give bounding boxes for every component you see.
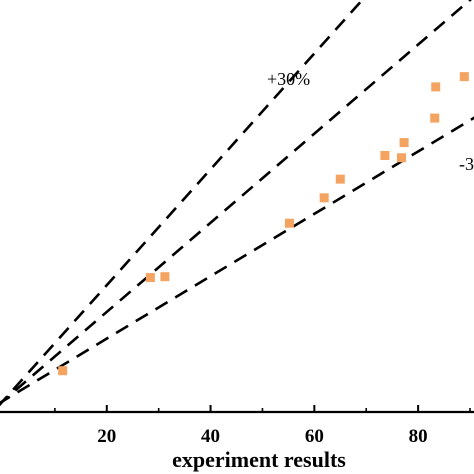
data-point-2 — [145, 273, 155, 283]
x-axis-label: experiment results — [172, 447, 346, 472]
reference-line-3 — [0, 116, 474, 405]
reference-line-label-1: +30% — [267, 69, 310, 89]
x-axis-ticks: 20 40 60 80 — [54, 405, 471, 447]
data-points — [58, 72, 469, 376]
line-annotations: +30% -3 — [267, 69, 474, 174]
data-point-6 — [335, 174, 345, 184]
reference-lines — [0, 0, 474, 407]
x-tick-label: 60 — [305, 426, 324, 447]
data-point-8 — [397, 153, 407, 163]
data-point-5 — [319, 193, 329, 203]
reference-line-1 — [0, 0, 364, 407]
reference-line-2 — [0, 0, 472, 406]
data-point-3 — [160, 272, 170, 282]
data-point-1 — [58, 366, 68, 376]
data-point-10 — [430, 113, 440, 123]
x-tick-label: 40 — [201, 426, 220, 447]
x-tick-label: 80 — [409, 426, 428, 447]
reference-line-label-3: -3 — [459, 154, 474, 174]
data-point-9 — [399, 138, 409, 148]
data-point-4 — [284, 218, 294, 228]
data-point-12 — [459, 72, 469, 82]
x-tick-label: 20 — [97, 426, 116, 447]
data-point-7 — [380, 150, 390, 160]
data-point-11 — [431, 82, 441, 92]
